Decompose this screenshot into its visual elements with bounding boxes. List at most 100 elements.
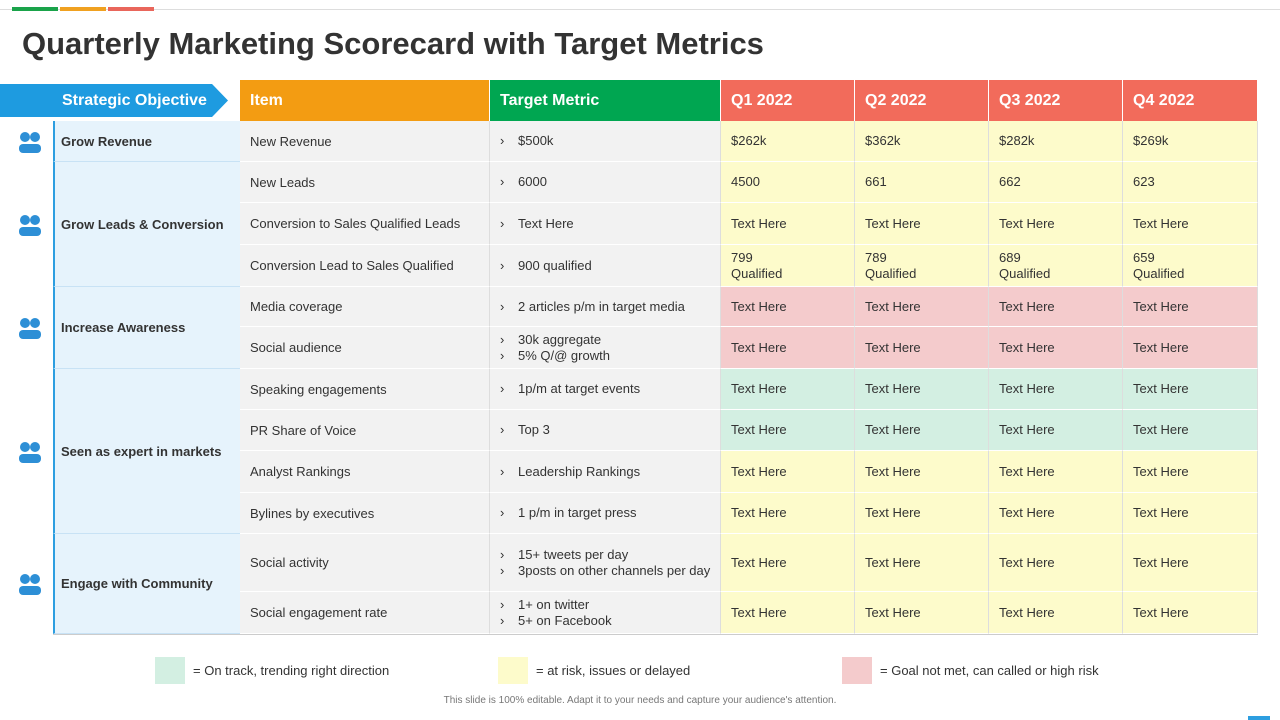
objective-cell: Grow Revenue: [53, 121, 240, 162]
slide-title: Quarterly Marketing Scorecard with Targe…: [22, 26, 764, 61]
objective-cell: Engage with Community: [53, 534, 240, 634]
target-cell: 15+ tweets per day3posts on other channe…: [490, 534, 721, 592]
item-cell: New Leads: [240, 162, 490, 203]
quarter-cell: Text Here: [1123, 203, 1258, 245]
quarter-cell: Text Here: [855, 203, 989, 245]
header-cell: Q2 2022: [855, 80, 988, 121]
quarter-cell: Text Here: [721, 451, 855, 493]
quarter-cell: Text Here: [855, 493, 989, 534]
quarter-cell: Text Here: [1123, 592, 1258, 634]
quarter-cell: Text Here: [721, 203, 855, 245]
legend-swatch: [498, 657, 528, 684]
header-cell: Strategic Objective: [0, 84, 228, 117]
item-cell: Conversion to Sales Qualified Leads: [240, 203, 490, 245]
objective-cell: Seen as expert in markets: [53, 369, 240, 534]
objective-icon: [15, 210, 45, 240]
item-cell: Social activity: [240, 534, 490, 592]
quarter-cell: 689 Qualified: [989, 245, 1123, 287]
quarter-cell: Text Here: [989, 327, 1123, 369]
quarter-cell: Text Here: [989, 369, 1123, 410]
target-line: $500k: [500, 133, 720, 149]
item-cell: Bylines by executives: [240, 493, 490, 534]
quarter-cell: Text Here: [989, 534, 1123, 592]
objective-icon: [15, 313, 45, 343]
target-line: 30k aggregate: [500, 332, 720, 348]
quarter-cell: 659 Qualified: [1123, 245, 1258, 287]
target-line: 1p/m at target events: [500, 381, 720, 397]
target-line: 5% Q/@ growth: [500, 348, 720, 364]
target-line: 2 articles p/m in target media: [500, 299, 720, 315]
header-cell: Q3 2022: [989, 80, 1122, 121]
target-cell: Text Here: [490, 203, 721, 245]
quarter-cell: Text Here: [1123, 327, 1258, 369]
target-cell: 900 qualified: [490, 245, 721, 287]
legend-swatch: [155, 657, 185, 684]
quarter-cell: Text Here: [855, 369, 989, 410]
quarter-cell: Text Here: [1123, 534, 1258, 592]
item-cell: Social audience: [240, 327, 490, 369]
legend-swatch: [842, 657, 872, 684]
objective-icon: [15, 569, 45, 599]
target-line: Top 3: [500, 422, 720, 438]
quarter-cell: $269k: [1123, 121, 1258, 162]
footer-note: This slide is 100% editable. Adapt it to…: [443, 695, 837, 706]
quarter-cell: Text Here: [721, 327, 855, 369]
item-cell: Media coverage: [240, 287, 490, 327]
target-cell: 1+ on twitter5+ on Facebook: [490, 592, 721, 634]
target-cell: 2 articles p/m in target media: [490, 287, 721, 327]
target-line: 15+ tweets per day: [500, 547, 720, 563]
target-line: 3posts on other channels per day: [500, 563, 720, 579]
quarter-cell: Text Here: [721, 410, 855, 451]
quarter-cell: Text Here: [855, 451, 989, 493]
header-cell: Target Metric: [490, 80, 720, 121]
quarter-cell: Text Here: [855, 534, 989, 592]
quarter-cell: $362k: [855, 121, 989, 162]
quarter-cell: Text Here: [721, 534, 855, 592]
top-rule: [0, 9, 1280, 10]
quarter-cell: Text Here: [721, 592, 855, 634]
accent-bar: [108, 7, 154, 11]
quarter-cell: Text Here: [989, 592, 1123, 634]
item-cell: Analyst Rankings: [240, 451, 490, 493]
objective-icon: [15, 127, 45, 157]
accent-bar: [12, 7, 58, 11]
objective-cell: Increase Awareness: [53, 287, 240, 369]
quarter-cell: $262k: [721, 121, 855, 162]
target-cell: Leadership Rankings: [490, 451, 721, 493]
legend-label: = On track, trending right direction: [193, 663, 390, 678]
legend-label: = at risk, issues or delayed: [536, 663, 691, 678]
quarter-cell: Text Here: [855, 287, 989, 327]
quarter-cell: Text Here: [1123, 369, 1258, 410]
target-cell: 30k aggregate5% Q/@ growth: [490, 327, 721, 369]
quarter-cell: Text Here: [989, 493, 1123, 534]
target-line: 1 p/m in target press: [500, 505, 720, 521]
objective-icon: [15, 437, 45, 467]
quarter-cell: Text Here: [989, 203, 1123, 245]
item-cell: Speaking engagements: [240, 369, 490, 410]
quarter-cell: Text Here: [989, 287, 1123, 327]
target-cell: Top 3: [490, 410, 721, 451]
quarter-cell: Text Here: [721, 287, 855, 327]
target-cell: $500k: [490, 121, 721, 162]
quarter-cell: Text Here: [855, 327, 989, 369]
target-line: 6000: [500, 174, 720, 190]
target-line: 5+ on Facebook: [500, 613, 720, 629]
quarter-cell: Text Here: [1123, 451, 1258, 493]
corner-mark: [1248, 716, 1270, 720]
item-cell: Conversion Lead to Sales Qualified: [240, 245, 490, 287]
quarter-cell: Text Here: [1123, 493, 1258, 534]
target-line: Leadership Rankings: [500, 464, 720, 480]
target-line: Text Here: [500, 216, 720, 232]
target-cell: 1 p/m in target press: [490, 493, 721, 534]
header-cell: Q1 2022: [721, 80, 854, 121]
header-cell: Item: [240, 80, 489, 121]
quarter-cell: 789 Qualified: [855, 245, 989, 287]
quarter-cell: Text Here: [989, 451, 1123, 493]
quarter-cell: $282k: [989, 121, 1123, 162]
quarter-cell: Text Here: [1123, 287, 1258, 327]
item-cell: PR Share of Voice: [240, 410, 490, 451]
quarter-cell: 661: [855, 162, 989, 203]
header-cell: Q4 2022: [1123, 80, 1257, 121]
accent-bar: [60, 7, 106, 11]
